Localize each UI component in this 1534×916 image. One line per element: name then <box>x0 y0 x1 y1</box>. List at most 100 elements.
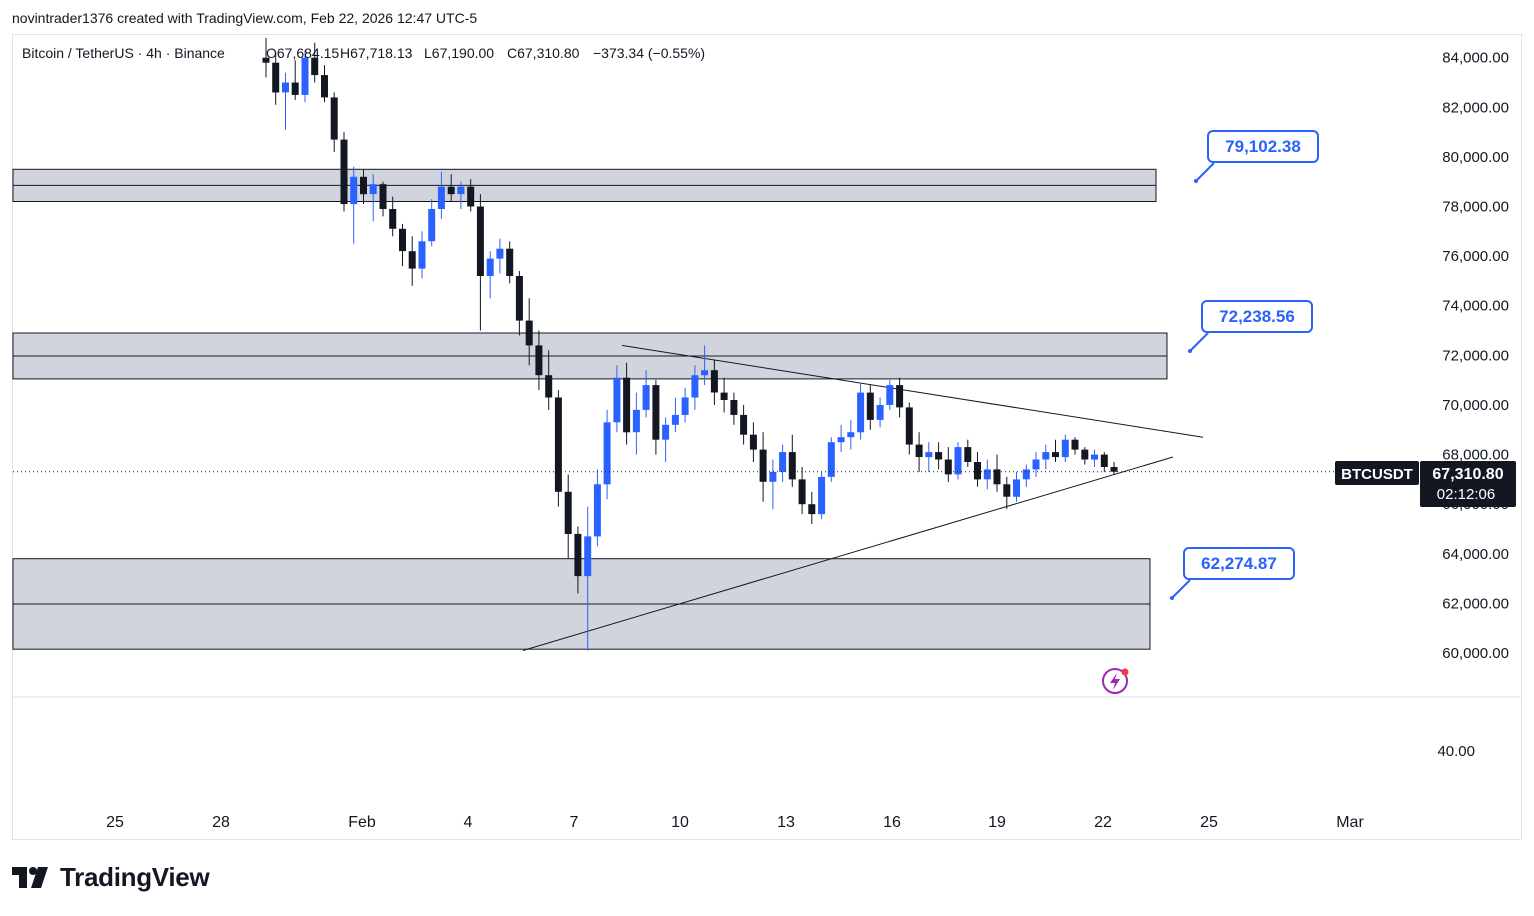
candle-body <box>1061 439 1069 458</box>
candle-body <box>515 276 523 321</box>
candle-body <box>652 385 660 440</box>
candle-body <box>330 97 338 140</box>
candle-body <box>525 320 533 346</box>
time-axis[interactable]: 25 28 Feb 4 7 10 13 16 19 22 25 Mar <box>106 814 1364 831</box>
candle-body <box>272 62 280 93</box>
candle-body <box>701 370 709 376</box>
ohlc-change: −373.34 (−0.55%) <box>593 45 705 61</box>
candle-body <box>428 209 436 242</box>
candle-body <box>876 405 884 420</box>
candle-body <box>262 57 270 63</box>
candle-body <box>974 462 981 480</box>
candles-layer <box>262 37 1118 651</box>
x-tick-label: 7 <box>570 814 579 831</box>
zones-layer <box>12 168 1168 650</box>
footer-logo[interactable]: TradingView <box>12 862 210 893</box>
callout-72238[interactable]: 72,238.56 <box>1188 300 1313 353</box>
candle-body <box>720 392 728 400</box>
callout-62274[interactable]: 62,274.87 <box>1170 547 1295 600</box>
x-tick-label: 10 <box>671 814 689 831</box>
callout-72238-label: 72,238.56 <box>1219 307 1295 326</box>
candle-body <box>769 471 777 482</box>
candle-body <box>584 536 592 577</box>
candle-body <box>691 375 699 398</box>
candle-body <box>321 75 328 98</box>
candle-body <box>710 370 718 393</box>
trendline[interactable] <box>522 456 1174 651</box>
ohlc-high: H67,718.13 <box>340 45 413 61</box>
symbol-title[interactable]: Bitcoin / TetherUS · 4h · Binance <box>22 45 225 61</box>
y-tick-label: 82,000.00 <box>1442 99 1509 116</box>
lightning-icon[interactable] <box>1102 668 1129 694</box>
tradingview-brand: TradingView <box>60 862 210 892</box>
candle-body <box>886 385 894 405</box>
candle-body <box>662 424 670 440</box>
candle-body <box>866 392 874 420</box>
candle-body <box>788 452 796 480</box>
candle-body <box>954 447 962 475</box>
x-tick-label: 22 <box>1094 814 1112 831</box>
candle-body <box>632 409 640 433</box>
candle-body <box>593 484 601 537</box>
tradingview-logo-icon <box>12 866 48 888</box>
candle-body <box>554 397 562 492</box>
candle-body <box>857 392 865 433</box>
candle-body <box>535 345 543 376</box>
candle-body <box>282 82 289 93</box>
candle-body <box>379 184 387 209</box>
candle-body <box>506 248 514 276</box>
candle-body <box>837 437 845 443</box>
trendlines-layer <box>522 344 1204 651</box>
y-tick-label: 76,000.00 <box>1442 248 1509 265</box>
candle-body <box>1110 467 1118 472</box>
candle-body <box>1071 439 1079 450</box>
y-tick-label: 80,000.00 <box>1442 149 1509 166</box>
candle-body <box>1032 459 1040 470</box>
y-tick-label: 64,000.00 <box>1442 546 1509 563</box>
candle-body <box>613 377 621 423</box>
price-axis[interactable]: 84,000.00 82,000.00 80,000.00 78,000.00 76,0… <box>1437 50 1509 760</box>
candle-body <box>369 184 377 195</box>
x-tick-label: 19 <box>988 814 1006 831</box>
trendline[interactable] <box>621 344 1204 438</box>
attribution-text: novintrader1376 created with TradingView… <box>12 10 478 26</box>
x-tick-label: 25 <box>1200 814 1218 831</box>
candle-body <box>1022 469 1030 480</box>
candle-body <box>671 414 679 425</box>
candle-body <box>486 258 494 276</box>
candle-body <box>1042 452 1050 460</box>
candle-body <box>935 452 943 460</box>
callout-79102-label: 79,102.38 <box>1225 137 1301 156</box>
candle-body <box>925 452 933 458</box>
last-price-value: 67,310.80 <box>1432 466 1503 483</box>
ticker-tag[interactable] <box>1335 461 1419 485</box>
candle-body <box>476 206 484 276</box>
y-tick-label: 70,000.00 <box>1442 397 1509 414</box>
candle-body <box>311 57 319 76</box>
candle-body <box>301 57 309 95</box>
candle-body <box>603 422 611 485</box>
candle-body <box>759 449 767 482</box>
bar-countdown: 02:12:06 <box>1437 486 1495 503</box>
candle-body <box>437 186 445 209</box>
candle-body <box>291 82 299 95</box>
candle-body <box>847 432 855 438</box>
last-price-tag[interactable] <box>1420 461 1516 507</box>
candle-body <box>944 459 952 475</box>
x-tick-label: 28 <box>212 814 230 831</box>
ohlc-open: O67,684.15 <box>266 45 339 61</box>
callout-79102[interactable]: 79,102.38 <box>1194 130 1319 183</box>
candle-body <box>496 248 504 259</box>
chart-frame <box>12 34 1522 840</box>
candle-body <box>574 533 582 577</box>
candle-body <box>389 209 397 229</box>
callout-62274-label: 62,274.87 <box>1201 554 1277 573</box>
candle-body <box>399 228 406 252</box>
candle-body <box>545 375 553 398</box>
candle-body <box>818 476 826 515</box>
x-tick-label: Mar <box>1336 814 1364 831</box>
candle-body <box>564 491 572 534</box>
x-tick-label: 4 <box>464 814 473 831</box>
candle-body <box>681 397 689 415</box>
